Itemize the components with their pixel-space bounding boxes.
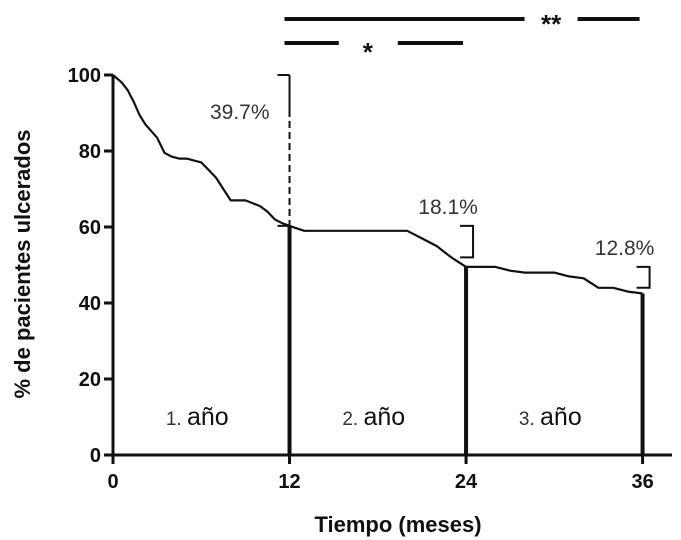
year-word: año xyxy=(540,403,582,431)
drop-label: 39.7% xyxy=(210,101,270,124)
y-tick-label: 100 xyxy=(68,65,101,87)
year-number: 2. xyxy=(342,409,363,430)
y-tick-label: 0 xyxy=(90,445,101,467)
y-axis-title: % de pacientes ulcerados xyxy=(10,130,35,399)
drop-bracket xyxy=(636,265,651,289)
year-label: 3. año xyxy=(519,403,582,431)
x-tick-label: 0 xyxy=(107,471,118,493)
y-tick-label: 60 xyxy=(79,217,101,239)
x-tick-label: 36 xyxy=(631,471,653,493)
drop-label: 18.1% xyxy=(418,196,478,219)
year-word: año xyxy=(187,403,229,431)
y-tick-label: 20 xyxy=(79,369,101,391)
year-word: año xyxy=(363,403,405,431)
x-tick-label: 12 xyxy=(278,471,300,493)
year-number: 3. xyxy=(519,409,540,430)
year-label: 2. año xyxy=(342,403,405,431)
significance-label: ** xyxy=(541,9,562,39)
year-number: 1. xyxy=(166,409,187,430)
x-tick-label: 24 xyxy=(455,471,478,493)
year-label: 1. año xyxy=(166,403,229,431)
y-tick-label: 80 xyxy=(79,141,101,163)
drop-bracket xyxy=(460,224,475,259)
survival-curve xyxy=(112,74,643,295)
significance-label: * xyxy=(363,37,374,67)
drop-label: 12.8% xyxy=(595,237,655,260)
y-tick-label: 40 xyxy=(79,293,101,315)
x-axis-title: Tiempo (meses) xyxy=(314,512,481,537)
